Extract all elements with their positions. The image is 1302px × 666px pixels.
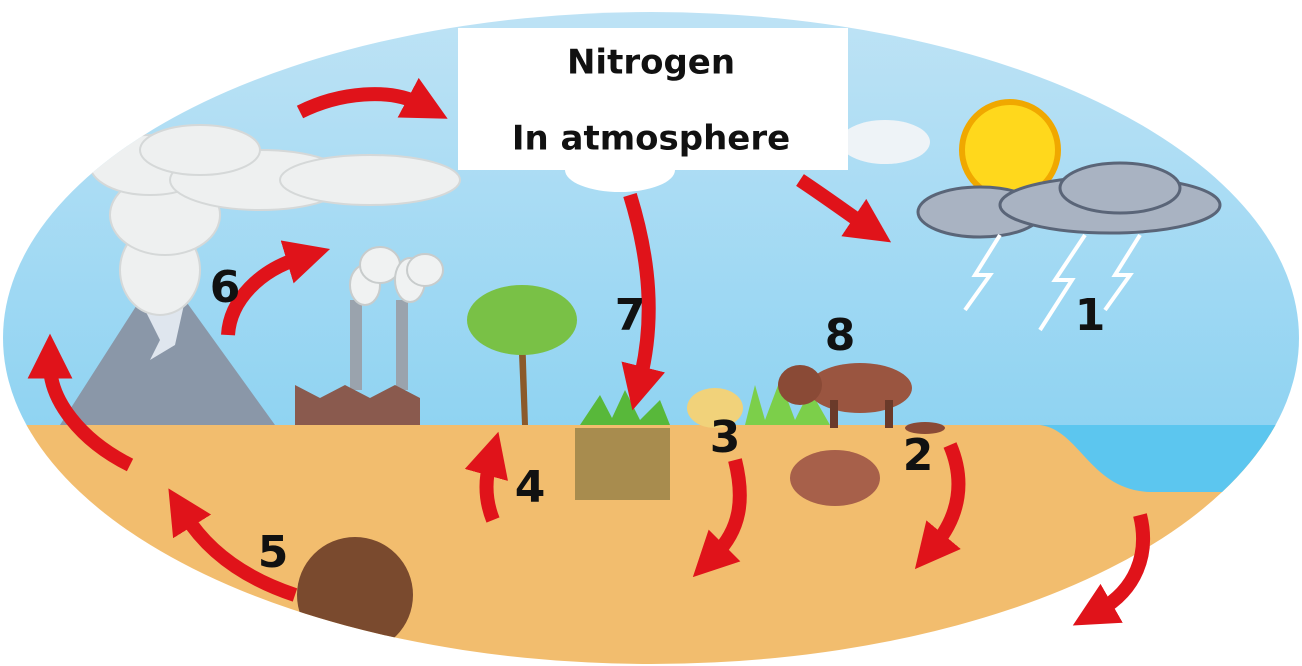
chimney bbox=[350, 300, 362, 390]
decomposers bbox=[297, 537, 413, 653]
step-number: 5 bbox=[258, 527, 289, 578]
step-number: 6 bbox=[210, 262, 241, 313]
step-number: 1 bbox=[1075, 290, 1106, 341]
title-line: In atmosphere bbox=[512, 119, 790, 159]
nitrogen-cycle-diagram: Nitrogen In atmosphere 1 2 3 4 5 6 7 8 bbox=[0, 0, 1302, 666]
step-number: 3 bbox=[710, 412, 741, 463]
dead-yak bbox=[790, 450, 880, 506]
step-number: 4 bbox=[515, 462, 546, 513]
title-line: Nitrogen bbox=[567, 43, 735, 83]
yak-leg bbox=[830, 400, 838, 428]
soil bbox=[575, 428, 670, 500]
step-number: 7 bbox=[615, 290, 646, 341]
chimney bbox=[396, 300, 408, 390]
yak-leg bbox=[885, 400, 893, 428]
step-number: 8 bbox=[825, 310, 856, 361]
step-number: 2 bbox=[903, 430, 934, 481]
cloud bbox=[840, 120, 930, 164]
yak-head bbox=[778, 365, 822, 405]
arrow bbox=[487, 462, 493, 520]
tree-crown bbox=[467, 285, 577, 355]
yak bbox=[808, 363, 912, 413]
